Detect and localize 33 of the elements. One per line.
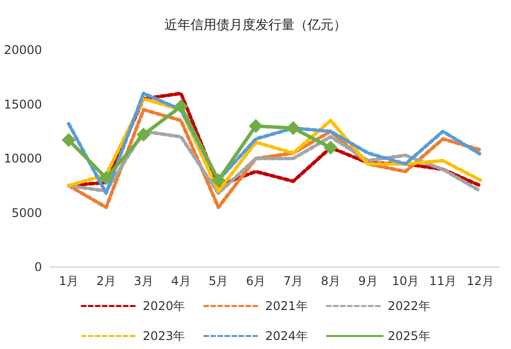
point: [62, 133, 76, 148]
point: [99, 171, 114, 186]
y-tick-label: 5000: [11, 206, 42, 220]
x-tick-label: 10月: [392, 274, 420, 288]
point: [248, 118, 263, 133]
legend-label: 2022年: [388, 299, 430, 313]
legend-label: 2023年: [142, 329, 186, 343]
x-tick-label: 5月: [208, 274, 228, 288]
point: [136, 128, 151, 142]
x-tick-label: 7月: [283, 274, 304, 288]
legend-label: 2021年: [265, 299, 308, 313]
x-tick-label: 6月: [246, 274, 266, 288]
x-tick-label: 1月: [58, 274, 79, 288]
x-tick-label: 2月: [96, 274, 116, 288]
y-tick-label: 10000: [4, 152, 42, 166]
x-tick-label: 12月: [466, 274, 494, 288]
point: [211, 173, 226, 188]
legend-label: 2020年: [142, 299, 186, 313]
chart-title: 近年信用债月度发行量（亿元）: [164, 17, 346, 33]
x-tick-label: 8月: [320, 274, 340, 288]
x-tick-label: 11月: [429, 274, 457, 288]
x-tick-label: 3月: [134, 274, 154, 288]
point: [174, 99, 188, 114]
y-tick-label: 20000: [4, 43, 42, 57]
x-tick-label: 9月: [358, 274, 378, 288]
line-series: [66, 108, 482, 210]
point: [286, 121, 300, 136]
y-tick-label: 0: [34, 260, 42, 274]
legend-label: 2025年: [388, 329, 430, 343]
x-tick-label: 4月: [171, 274, 191, 288]
legend-label: 2024年: [265, 329, 308, 343]
point: [324, 140, 338, 155]
y-tick-label: 15000: [4, 97, 42, 112]
